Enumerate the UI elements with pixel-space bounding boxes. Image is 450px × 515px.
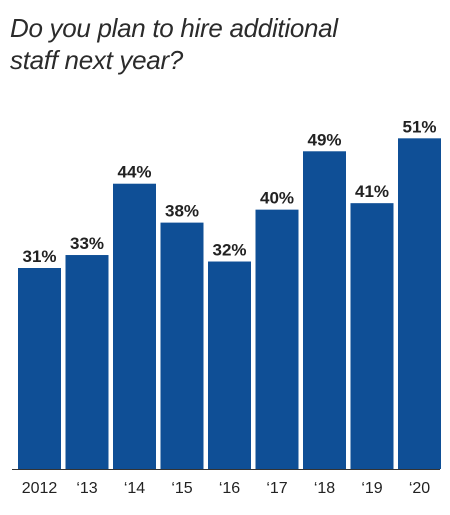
bar-value-label-8: 51% bbox=[402, 117, 436, 136]
bar-value-label-3: 38% bbox=[165, 202, 199, 221]
x-tick-label-6: ‘18 bbox=[314, 480, 335, 497]
bar-value-label-0: 31% bbox=[22, 247, 56, 266]
bar-1 bbox=[65, 255, 109, 469]
bar-6 bbox=[303, 151, 346, 469]
chart-title: Do you plan to hire additional staff nex… bbox=[10, 12, 430, 76]
bar-5 bbox=[255, 209, 299, 470]
bar-4 bbox=[208, 261, 251, 469]
x-tick-label-7: ‘19 bbox=[361, 480, 382, 497]
chart-title-line-1: Do you plan to hire additional bbox=[10, 13, 338, 43]
x-tick-label-2: ‘14 bbox=[124, 480, 145, 497]
bar-value-label-1: 33% bbox=[70, 234, 104, 253]
x-tick-label-1: ‘13 bbox=[76, 480, 97, 497]
x-tick-label-5: ‘17 bbox=[266, 480, 287, 497]
x-tick-label-0: 2012 bbox=[22, 480, 58, 497]
bar-value-label-4: 32% bbox=[212, 241, 246, 260]
bar-value-label-5: 40% bbox=[260, 189, 294, 208]
x-tick-label-8: ‘20 bbox=[409, 480, 430, 497]
x-tick-label-3: ‘15 bbox=[171, 480, 192, 497]
bar-2 bbox=[113, 183, 156, 470]
bar-7 bbox=[350, 203, 394, 469]
bar-value-label-6: 49% bbox=[307, 130, 341, 149]
bar-value-label-2: 44% bbox=[117, 163, 151, 182]
bar-0 bbox=[18, 268, 61, 469]
chart-title-line-2: staff next year? bbox=[10, 45, 183, 75]
x-tick-label-4: ‘16 bbox=[219, 480, 240, 497]
bar-8 bbox=[398, 138, 441, 470]
bar-3 bbox=[160, 222, 204, 469]
bar-value-label-7: 41% bbox=[355, 182, 389, 201]
